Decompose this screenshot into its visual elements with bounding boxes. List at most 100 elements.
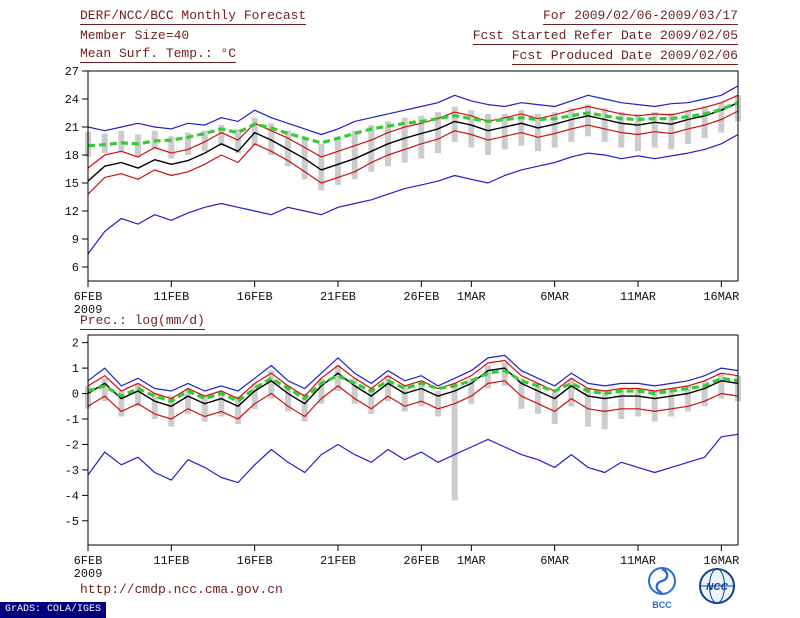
green-dashed-line: [87, 101, 739, 148]
page-title: DERF/NCC/BCC Monthly Forecast: [80, 8, 307, 25]
produced-date-label: Fcst Produced Date 2009/02/06: [511, 48, 738, 65]
spread-bar: [301, 393, 308, 422]
spread-bar: [185, 388, 191, 414]
spread-bar: [551, 391, 558, 425]
spread-bar: [201, 396, 208, 422]
spread-bar: [185, 132, 191, 155]
spread-bar: [518, 378, 525, 409]
x-tick-label: 6FEB: [74, 554, 103, 568]
spread-bar: [218, 391, 225, 417]
spread-bar: [201, 130, 208, 152]
spread-bar: [651, 112, 658, 148]
spread-bar: [668, 388, 675, 417]
x-tick-label: 1MAR: [457, 554, 486, 568]
spread-bar: [518, 110, 525, 146]
x-tick-label: 16MAR: [703, 290, 739, 304]
y-tick-label: 2: [72, 337, 79, 351]
spread-bar: [568, 378, 575, 407]
spread-bar: [618, 112, 625, 148]
x-tick-label: 6FEB: [74, 290, 103, 304]
spread-bar: [135, 383, 141, 407]
x-tick-label: 6MAR: [540, 290, 569, 304]
spread-bar: [268, 123, 275, 155]
spread-bar: [485, 365, 491, 389]
bcc-label: BCC: [652, 600, 672, 610]
logos: BCC NCC: [642, 564, 740, 612]
blue-upper-line: [87, 354, 739, 392]
y-tick-label: 24: [65, 93, 79, 107]
spread-bar: [501, 363, 508, 386]
y-tick-label: 21: [65, 121, 79, 135]
y-tick-label: 27: [65, 65, 79, 79]
forecast-range-label: For 2009/02/06-2009/03/17: [542, 8, 738, 25]
x-tick-label: 21FEB: [320, 554, 356, 568]
y-tick-label: 1: [72, 362, 79, 376]
y-tick-label: 12: [65, 205, 79, 219]
x-tick-sublabel: 2009: [74, 303, 103, 316]
spread-bar: [401, 117, 408, 163]
y-tick-label: -2: [65, 438, 79, 452]
spread-bar: [251, 117, 258, 146]
spread-bar: [268, 370, 275, 399]
spread-bar: [318, 378, 325, 404]
header-right: For 2009/02/06-2009/03/17 Fcst Started R…: [472, 8, 738, 65]
spread-bar: [718, 373, 725, 399]
ensemble-mean-line: [87, 367, 739, 408]
plot-frame: [87, 70, 739, 282]
refer-date-label: Fcst Started Refer Date 2009/02/05: [472, 28, 738, 45]
spread-bar: [135, 134, 141, 157]
x-tick-label: 16FEB: [237, 290, 273, 304]
bcc-swirl-icon: [655, 567, 669, 595]
green-dashed-line: [87, 368, 739, 403]
spread-bar: [335, 365, 341, 391]
spread-bar: [701, 106, 708, 139]
x-tick-label: 16FEB: [237, 554, 273, 568]
spread-bar: [285, 130, 291, 167]
spread-bar: [318, 143, 325, 191]
bcc-circle-icon: [648, 567, 676, 595]
blue-lower-line: [87, 133, 739, 255]
spread-bar: [118, 391, 125, 417]
spread-bar: [335, 138, 341, 185]
spread-bar: [168, 136, 175, 159]
x-tick-label: 11FEB: [153, 290, 189, 304]
y-tick-label: -1: [65, 413, 79, 427]
y-tick-label: 0: [72, 388, 79, 402]
spread-bar: [535, 383, 541, 414]
red-lower-line: [87, 110, 739, 195]
spread-bar: [468, 378, 475, 404]
spread-bar: [168, 396, 175, 427]
spread-bar: [218, 125, 225, 146]
spread-bar: [485, 113, 491, 155]
x-tick-label: 11MAR: [620, 290, 656, 304]
spread-bar: [235, 396, 241, 425]
spread-bar: [685, 110, 691, 144]
spread-bar: [668, 113, 675, 150]
spread-bar: [585, 388, 591, 427]
spread-bar: [451, 383, 458, 501]
precipitation-chart-title: Prec.: log(mm/d): [80, 313, 205, 330]
spread-bar: [418, 115, 425, 159]
spread-bar: [401, 385, 408, 412]
website-url: http://cmdp.ncc.cma.gov.cn: [80, 582, 283, 597]
spread-bar: [418, 380, 425, 407]
x-tick-sublabel: 2009: [74, 567, 103, 580]
spread-bar: [451, 106, 458, 142]
spread-bar: [151, 393, 158, 419]
spread-bar: [685, 385, 691, 412]
spread-bar: [718, 102, 725, 133]
bcc-logo: BCC: [648, 567, 676, 610]
x-tick-label: 26FEB: [403, 290, 439, 304]
header-left: DERF/NCC/BCC Monthly Forecast Member Siz…: [80, 8, 307, 65]
spread-bar: [251, 383, 258, 409]
x-tick-label: 11FEB: [153, 554, 189, 568]
spread-bar: [585, 104, 591, 137]
spread-bar: [468, 110, 475, 148]
y-tick-label: -4: [65, 489, 79, 503]
y-tick-label: 9: [72, 233, 79, 247]
x-tick-label: 6MAR: [540, 554, 569, 568]
ensemble-mean-line: [87, 102, 739, 182]
member-size-label: Member Size=40: [80, 28, 190, 43]
